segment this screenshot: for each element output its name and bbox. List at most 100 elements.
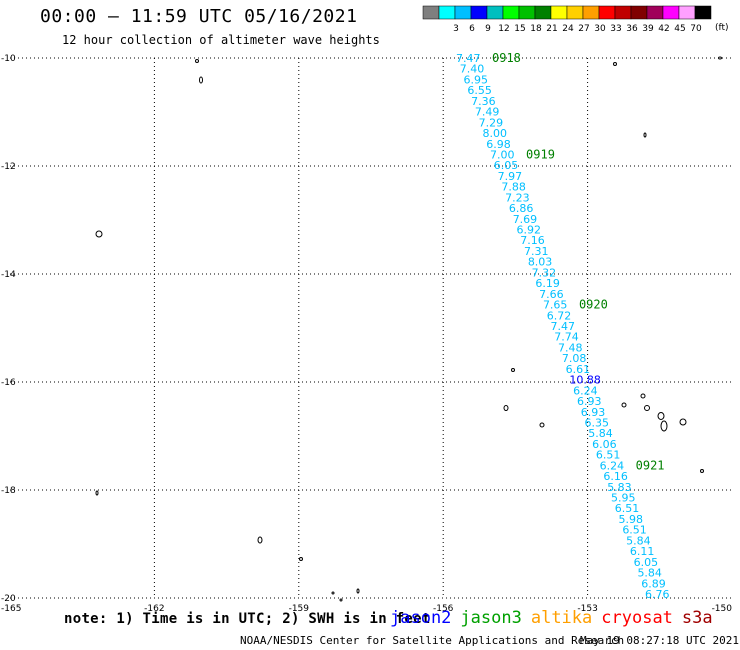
timestamp-text: May 19 08:27:18 UTC 2021 [580,634,739,647]
map-subtitle: 12 hour collection of altimeter wave hei… [62,33,380,47]
legend-label: 9 [485,24,491,34]
legend-label: 3 [453,24,459,34]
swh-value-label: 7.65 [543,299,568,312]
island [621,402,627,408]
swh-value-label: 7.23 [505,191,530,204]
island [257,536,263,544]
swh-value-label: 7.00 [490,148,515,161]
satellite-legend: jason2 jason3 altika cryosat s3a [390,608,722,628]
track-time-label: 0918 [492,51,521,65]
swh-value-label: 5.84 [588,427,613,440]
legend-label: 24 [562,24,574,34]
swh-value-label: 6.86 [509,202,534,215]
lon-tick-label: -153 [577,604,597,614]
lon-tick-label: -156 [433,604,454,614]
satellite-name: altika [530,608,593,628]
lon-tick-label: -150 [712,604,733,614]
lat-tick-label: -20 [1,594,16,604]
lat-lon-grid: -165 -162 -159 -156 -153 -150 -10 -12 -14 -16 -18 -… [1,54,732,614]
swh-value-label: 6.16 [603,470,628,483]
swh-value-label: 5.98 [619,513,644,526]
island [718,56,722,60]
track-time-label: 0921 [636,458,665,472]
island [95,490,99,496]
legend-label: 42 [658,24,669,34]
satellite-name: jason3 [460,608,522,628]
swh-value-label: 6.92 [516,224,541,237]
lat-tick-label: -10 [1,54,16,64]
swh-value-label: 6.89 [641,577,666,590]
note-text: note: 1) Time is in UTC; 2) SWH is in fe… [64,611,431,627]
island [613,62,617,66]
swh-value-label: 6.72 [547,309,572,322]
island [199,76,203,84]
legend-label: 15 [514,24,525,34]
track-time-label: 0919 [526,147,555,161]
swh-value-label: 5.83 [607,481,632,494]
island [640,393,646,399]
island [660,420,668,432]
lon-tick-label: -162 [144,604,164,614]
swh-value-label: 6.76 [645,588,670,601]
swh-value-label: 6.35 [585,416,610,429]
swh-value-label: 7.47 [456,52,481,65]
swh-value-label: 7.36 [471,95,496,108]
island [299,557,303,561]
legend-unit: (ft) [715,23,729,33]
legend-label: 45 [674,24,685,34]
island [643,132,647,138]
swh-value-label: 10.88 [569,374,601,387]
legend-label: 33 [610,24,621,34]
legend-label: 36 [626,24,638,34]
track-time-label: 0920 [579,298,608,312]
swh-value-label: 6.55 [467,84,492,97]
island [679,418,687,426]
islands [95,56,722,602]
island [331,591,335,595]
swh-value-label: 6.95 [464,73,489,86]
map-title: 00:00 – 11:59 UTC 05/16/2021 [40,6,358,27]
swh-value-label: 6.51 [615,502,640,515]
island [657,412,665,420]
lat-tick-label: -12 [1,162,16,172]
island [700,469,704,473]
island [644,405,650,411]
swh-value-label: 5.95 [611,492,636,505]
lon-tick-label: -165 [1,604,21,614]
island [503,405,509,411]
swh-value-label: 8.00 [482,127,507,140]
swh-value-label: 7.49 [475,106,500,119]
swh-value-label: 7.16 [520,234,545,247]
swh-value-label: 7.69 [513,213,538,226]
swh-value-label: 5.84 [626,534,651,547]
legend-label: 27 [578,24,589,34]
swh-value-label: 6.98 [486,138,511,151]
island [511,368,515,372]
swh-value-label: 7.08 [562,352,587,365]
lat-tick-label: -18 [1,486,16,496]
swh-value-label: 6.51 [622,524,647,537]
island [339,598,343,602]
swh-value-label: 5.84 [637,567,662,580]
island [195,59,199,63]
swh-value-label: 7.32 [532,266,557,279]
legend-label: 21 [546,24,557,34]
swh-value-label: 6.51 [596,449,621,462]
legend-swatch [694,5,712,20]
swh-value-label: 6.93 [581,406,606,419]
swh-value-label: 6.06 [592,438,617,451]
satellite-name: s3a [681,608,713,628]
legend-label: 6 [469,24,475,34]
swh-value-label: 7.74 [554,331,579,344]
swh-value-label: 7.29 [479,116,504,129]
swh-value-label: 8.03 [528,256,553,269]
island [356,588,360,594]
satellite-name: jason2 [390,608,452,628]
swh-value-label: 6.19 [535,277,560,290]
swh-value-label: 6.24 [600,459,625,472]
swh-value-label: 6.93 [577,395,602,408]
swh-value-label: 7.66 [539,288,564,301]
satellite-name: cryosat [601,608,673,628]
swh-value-label: 6.05 [494,159,519,172]
